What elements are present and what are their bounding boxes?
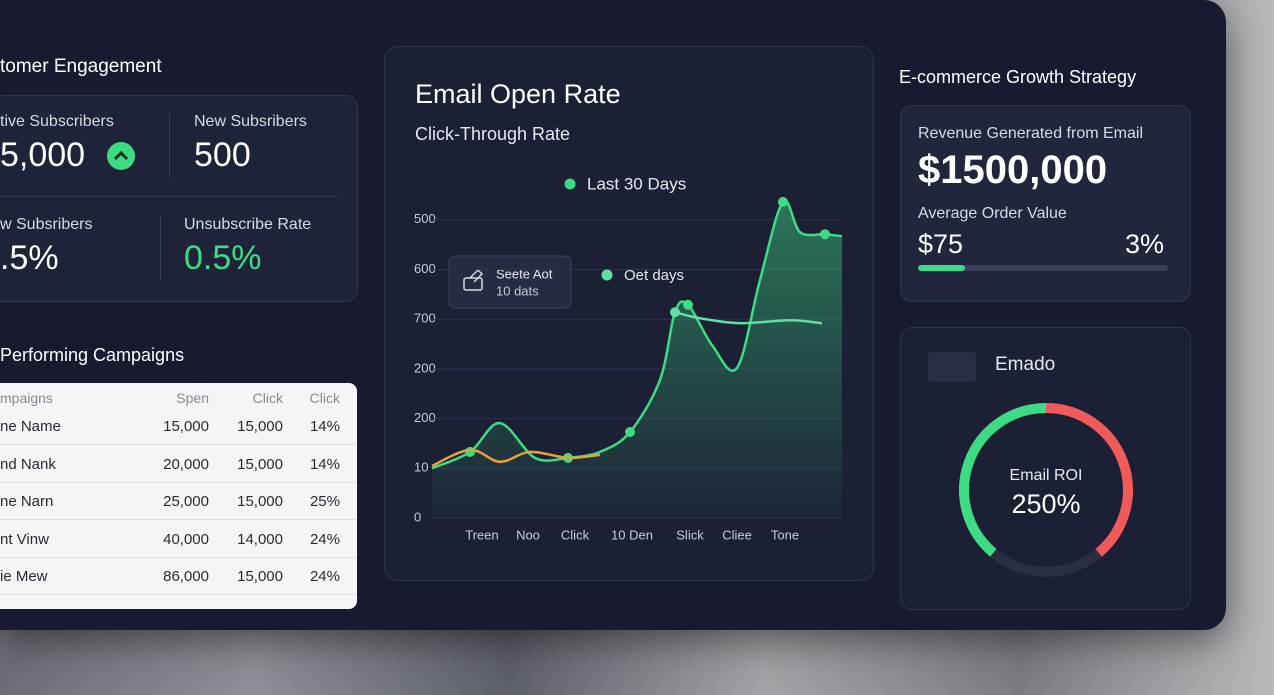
revenue-value: $1500,000 — [918, 148, 1108, 192]
point — [820, 229, 830, 240]
y-tick-label: 10 — [414, 460, 428, 475]
y-tick-label: 700 — [414, 311, 436, 326]
table-cell: 24% — [309, 530, 340, 548]
tooltip-icon — [463, 268, 484, 291]
table-cell: 14% — [309, 455, 340, 473]
donut-arc-green — [959, 403, 1047, 557]
y-tick-label: 500 — [414, 211, 436, 226]
table-header: mpaigns — [0, 390, 53, 406]
table-cell: nd Nank — [0, 455, 56, 473]
chart-subtitle: Click-Through Rate — [415, 124, 571, 144]
table-cell: 15,000 — [237, 418, 283, 435]
x-tick-label: Slick — [676, 527, 704, 542]
tooltip-title: Seete Aot — [496, 266, 553, 281]
table-cell: 20,000 — [163, 455, 209, 473]
series-line — [431, 448, 601, 467]
row-separator — [0, 519, 357, 520]
section-title: E-commerce Growth Strategy — [899, 67, 1137, 87]
table-header: Spen — [176, 390, 209, 406]
divider — [0, 196, 338, 197]
arrow-path — [113, 150, 129, 161]
progress-track — [918, 265, 1168, 271]
table-header: Click — [252, 390, 283, 406]
row-separator — [0, 481, 357, 483]
revenue-label: Revenue Generated from Email — [918, 125, 1143, 142]
table-cell: ne Narn — [0, 493, 54, 510]
table-cell: nt Vinw — [0, 530, 49, 548]
line-chart: Seete Aot 10 dats 0 10 200 200 700 600 500 Tree… — [414, 174, 843, 542]
section-title: Performing Campaigns — [0, 345, 185, 365]
roi-label: Email ROI — [1010, 467, 1083, 484]
icon-shape — [469, 268, 484, 283]
legend-marker — [564, 178, 576, 190]
metric-label: w Subsribers — [0, 216, 93, 233]
divider — [160, 216, 161, 280]
table-cell: ne Name — [0, 418, 61, 435]
table-header: Click — [309, 390, 340, 406]
legend-marker — [601, 269, 613, 281]
roi-card-title: Emado — [995, 354, 1056, 375]
point — [778, 196, 788, 207]
icon-shape — [463, 277, 483, 291]
x-tick-label: Noo — [516, 527, 540, 542]
y-tick-label: 200 — [414, 410, 436, 425]
legend-label: Last 30 Days — [587, 174, 686, 193]
legend-label: Oet days — [624, 267, 684, 284]
metric-label: New Subsribers — [194, 113, 307, 130]
point — [670, 307, 680, 318]
aov-value: $75 — [918, 229, 964, 259]
metric-value: 0.5% — [184, 239, 262, 277]
progress-fill — [918, 265, 965, 271]
metric-label: tive Subscribers — [0, 113, 114, 130]
table-cell: 14% — [309, 418, 340, 435]
chart-title: Email Open Rate — [415, 79, 621, 109]
y-tick-label: 0 — [414, 509, 421, 524]
row-separator — [0, 444, 357, 445]
section-title: tomer Engagement — [0, 56, 162, 77]
x-tick-label: Treen — [465, 527, 498, 542]
row-separator — [0, 594, 357, 595]
x-tick-label: Tone — [771, 527, 799, 542]
table-cell: 25,000 — [163, 493, 209, 510]
tooltip-box — [448, 255, 572, 309]
rate-value: 3% — [1125, 229, 1165, 259]
table-cell: 86,000 — [163, 568, 209, 585]
metrics-card — [0, 95, 358, 302]
row-separator — [0, 556, 357, 558]
card-icon — [928, 352, 976, 382]
divider — [169, 113, 170, 177]
table-cell: 14,000 — [237, 530, 283, 548]
point — [625, 427, 635, 438]
roi-donut: Email ROI 250% — [959, 403, 1133, 577]
metric-value: 5,000 — [0, 136, 86, 174]
tooltip-text: 10 dats — [496, 283, 539, 298]
series-area — [432, 200, 842, 518]
roi-value: 250% — [1011, 489, 1080, 519]
point — [683, 299, 693, 310]
aov-label: Average Order Value — [918, 205, 1067, 222]
table-cell: 15,000 — [237, 455, 283, 473]
series-line — [674, 311, 823, 325]
campaign-table: mpaigns Spen Click Click ne Name 15,000 15,000… — [0, 383, 357, 609]
metric-value: 500 — [194, 136, 251, 174]
x-tick-label: Click — [561, 527, 590, 542]
trend-icon — [107, 142, 135, 170]
table-cell: 25% — [309, 493, 340, 510]
donut-arc-red — [1045, 403, 1133, 557]
table-cell: 24% — [309, 568, 340, 585]
metric-value: .5% — [0, 239, 59, 277]
trend-arrow — [113, 150, 129, 161]
table-cell: 40,000 — [163, 530, 209, 548]
point — [465, 446, 475, 457]
x-tick-label: Cliee — [722, 527, 752, 542]
table-cell: 15,000 — [237, 568, 283, 585]
table-cell: ie Mew — [0, 568, 48, 585]
metric-label: Unsubscribe Rate — [184, 216, 312, 233]
table-cell: 15,000 — [163, 418, 209, 435]
y-tick-label: 600 — [414, 261, 436, 276]
table-cell: 15,000 — [237, 493, 283, 510]
x-tick-label: 10 Den — [611, 527, 653, 542]
y-tick-label: 200 — [414, 360, 436, 375]
